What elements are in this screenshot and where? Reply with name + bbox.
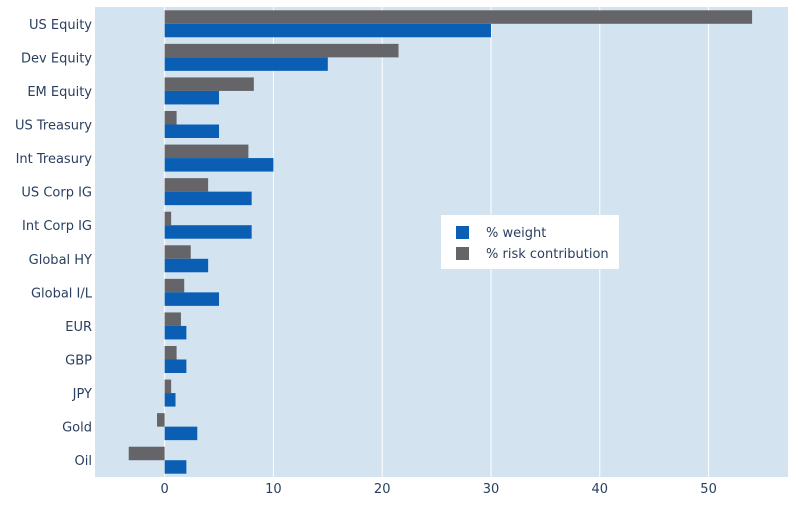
bar-weight (164, 225, 252, 239)
bar-risk-contribution (164, 312, 181, 326)
legend: % weight % risk contribution (441, 215, 619, 269)
bar-weight (164, 124, 220, 138)
bar-risk-contribution (164, 43, 399, 58)
category-label: GBP (65, 354, 92, 369)
x-tick-label: 30 (483, 482, 500, 497)
x-tick-label: 10 (265, 482, 282, 497)
bar-risk-contribution (164, 278, 185, 293)
category-label: Int Corp IG (22, 219, 92, 234)
category-label: Global I/L (31, 286, 93, 301)
category-label: Dev Equity (21, 51, 92, 66)
bar-risk-contribution (157, 413, 165, 427)
legend-box (441, 215, 619, 269)
bars (128, 10, 753, 474)
bar-weight (164, 191, 252, 206)
category-label: Oil (75, 454, 92, 469)
bar-risk-contribution (128, 446, 165, 461)
legend-label: % weight (486, 226, 546, 241)
bar-risk-contribution (164, 346, 177, 360)
category-label: US Corp IG (21, 186, 92, 201)
category-label: US Equity (29, 18, 92, 33)
bar-risk-contribution (164, 379, 172, 394)
category-label: EM Equity (27, 85, 92, 100)
bar-weight (164, 460, 187, 474)
legend-swatch (456, 226, 469, 239)
bar-weight (164, 393, 176, 407)
bar-weight (164, 292, 220, 306)
bar-weight (164, 23, 491, 38)
x-tick-label: 40 (592, 482, 609, 497)
bar-weight (164, 359, 187, 373)
x-tick-label: 50 (700, 482, 717, 497)
bar-weight (164, 258, 209, 273)
category-label: Int Treasury (16, 152, 93, 167)
bar-weight (164, 57, 328, 71)
bar-risk-contribution (164, 211, 172, 226)
bar-risk-contribution (164, 245, 191, 259)
category-label: Global HY (29, 253, 92, 268)
x-tick-label: 0 (160, 482, 168, 497)
bar-weight (164, 158, 274, 172)
category-label: Gold (62, 421, 92, 436)
category-label: JPY (72, 387, 92, 402)
x-tick-label: 20 (374, 482, 391, 497)
bar-weight (164, 325, 187, 340)
bar-risk-contribution (164, 77, 254, 91)
category-axis: US Equity Dev Equity EM Equity US Treasury I… (15, 18, 93, 469)
category-label: US Treasury (15, 119, 92, 134)
bar-weight (164, 426, 198, 441)
category-label: EUR (65, 320, 92, 335)
legend-label: % risk contribution (486, 247, 609, 262)
bar-risk-contribution (164, 10, 753, 24)
bar-risk-contribution (164, 111, 177, 125)
legend-swatch (456, 247, 469, 260)
bar-risk-contribution (164, 144, 249, 159)
bar-risk-contribution (164, 178, 209, 192)
value-axis: 0 10 20 30 40 50 (160, 482, 716, 497)
bar-weight (164, 90, 220, 105)
